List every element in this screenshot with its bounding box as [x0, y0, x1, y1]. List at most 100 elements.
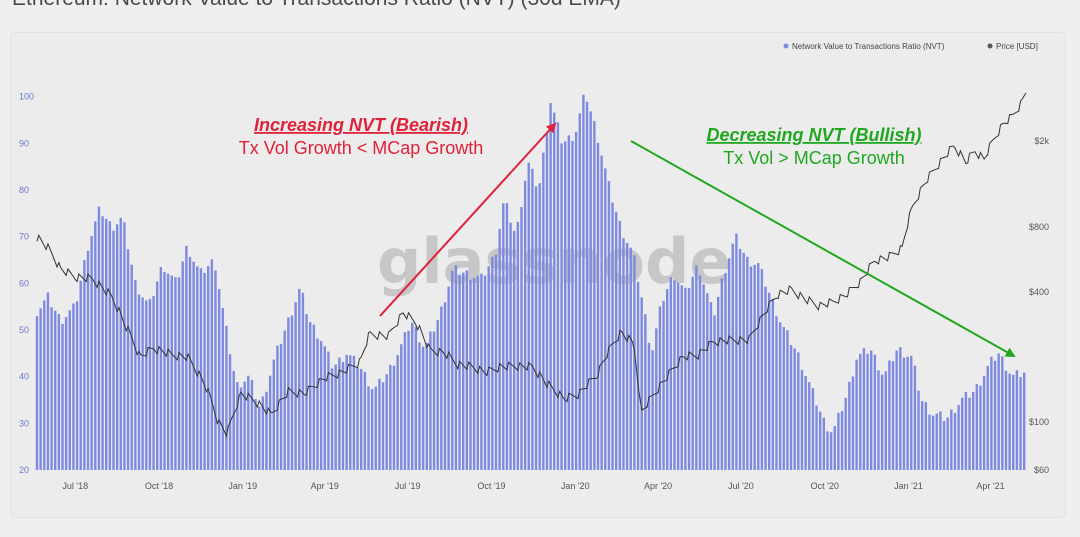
- nvt-bar: [119, 217, 122, 470]
- nvt-bar: [137, 294, 141, 470]
- nvt-bar: [254, 398, 257, 470]
- nvt-bar: [203, 272, 206, 470]
- nvt-bar: [54, 310, 57, 470]
- nvt-bar: [633, 255, 636, 470]
- nvt-bar: [301, 292, 305, 470]
- nvt-bar: [57, 314, 61, 470]
- nvt-bar: [607, 181, 611, 470]
- nvt-bar: [979, 385, 982, 470]
- nvt-bar: [647, 342, 651, 470]
- nvt-bar: [381, 382, 385, 470]
- nvt-bar: [797, 352, 800, 470]
- nvt-bar: [436, 320, 439, 470]
- nvt-bar: [899, 347, 902, 470]
- nvt-bar: [400, 344, 403, 470]
- x-axis: Jul '18 Oct '18 Jan '19 Apr '19 Jul '19 Oct '…: [62, 481, 1004, 491]
- nvt-bar: [804, 375, 807, 470]
- nvt-bar: [188, 256, 192, 470]
- nvt-bar: [655, 328, 658, 470]
- nvt-bar: [946, 417, 949, 470]
- nvt-bar: [902, 357, 906, 470]
- nvt-bar: [676, 282, 680, 470]
- nvt-bar: [86, 250, 90, 470]
- nvt-bar: [622, 238, 625, 470]
- nvt-bar: [261, 396, 265, 470]
- nvt-bar: [731, 243, 734, 470]
- nvt-bar: [687, 287, 691, 470]
- nvt-bar: [910, 355, 913, 470]
- nvt-bar: [305, 314, 308, 470]
- nvt-bar: [196, 266, 199, 470]
- nvt-bar: [651, 350, 654, 470]
- nvt-bar: [159, 267, 163, 470]
- legend-nvt-swatch: [783, 43, 789, 49]
- x-tick-label: Oct '20: [811, 481, 839, 491]
- y-right-tick-label: $400: [1029, 287, 1049, 297]
- nvt-bar: [997, 353, 1000, 470]
- nvt-bar: [432, 331, 436, 470]
- nvt-bar: [1019, 377, 1022, 470]
- nvt-bar: [421, 346, 425, 470]
- y-left-tick-label: 40: [19, 372, 29, 382]
- nvt-bar: [1022, 372, 1026, 470]
- nvt-bar: [516, 221, 520, 470]
- nvt-bar: [352, 355, 356, 470]
- nvt-bar: [425, 342, 428, 470]
- nvt-bar: [964, 391, 968, 470]
- nvt-bar: [414, 326, 418, 470]
- nvt-bar: [713, 315, 716, 470]
- nvt-bar: [702, 284, 705, 470]
- nvt-bars: [35, 94, 1026, 471]
- nvt-bar: [837, 412, 840, 470]
- nvt-bar: [767, 292, 771, 470]
- y-left-tick-label: 100: [19, 92, 34, 102]
- bullish-title: Decreasing NVT (Bullish): [706, 125, 921, 145]
- nvt-bar: [341, 361, 345, 470]
- y-left-tick-label: 50: [19, 325, 29, 335]
- nvt-bar: [585, 101, 589, 470]
- nvt-bar: [891, 361, 895, 470]
- y-axis-left: 20 30 40 50 60 70 80 90 100: [19, 92, 34, 475]
- y-left-tick-label: 90: [19, 138, 29, 148]
- nvt-bar: [46, 292, 50, 470]
- nvt-bar: [392, 365, 396, 470]
- nvt-bar: [185, 245, 188, 470]
- nvt-bar: [214, 270, 217, 470]
- nvt-bar: [917, 390, 920, 470]
- nvt-bar: [72, 303, 75, 470]
- nvt-bar: [716, 296, 720, 470]
- nvt-bar: [207, 266, 210, 471]
- nvt-bar: [822, 417, 826, 470]
- nvt-bar: [844, 397, 847, 470]
- nvt-bar: [126, 249, 130, 470]
- nvt-bar: [793, 348, 796, 470]
- x-tick-label: Jan '19: [228, 481, 257, 491]
- nvt-bar: [866, 353, 869, 470]
- nvt-bar: [1012, 374, 1015, 470]
- nvt-bar: [243, 381, 246, 470]
- legend: Network Value to Transactions Ratio (NVT…: [783, 42, 1038, 51]
- nvt-bar: [771, 298, 775, 470]
- nvt-bar: [447, 286, 450, 470]
- nvt-bar: [123, 222, 126, 470]
- nvt-bar: [1008, 373, 1011, 470]
- nvt-bar: [287, 317, 290, 470]
- nvt-bar: [523, 180, 527, 471]
- nvt-bar: [571, 140, 574, 470]
- nvt-bar: [141, 297, 144, 470]
- nvt-bar: [199, 268, 203, 470]
- nvt-bar: [283, 330, 286, 470]
- nvt-bar: [396, 354, 399, 470]
- nvt-bar: [309, 322, 312, 470]
- nvt-bar: [177, 277, 181, 470]
- nvt-bar: [454, 265, 458, 470]
- nvt-bar: [221, 308, 224, 470]
- nvt-bar: [727, 258, 731, 470]
- nvt-bar: [680, 285, 683, 470]
- nvt-bar: [869, 350, 873, 470]
- nvt-bar: [920, 401, 924, 470]
- nvt-bar: [35, 316, 39, 470]
- nvt-bar: [848, 381, 851, 470]
- nvt-bar: [815, 405, 818, 470]
- nvt-bar: [429, 331, 432, 470]
